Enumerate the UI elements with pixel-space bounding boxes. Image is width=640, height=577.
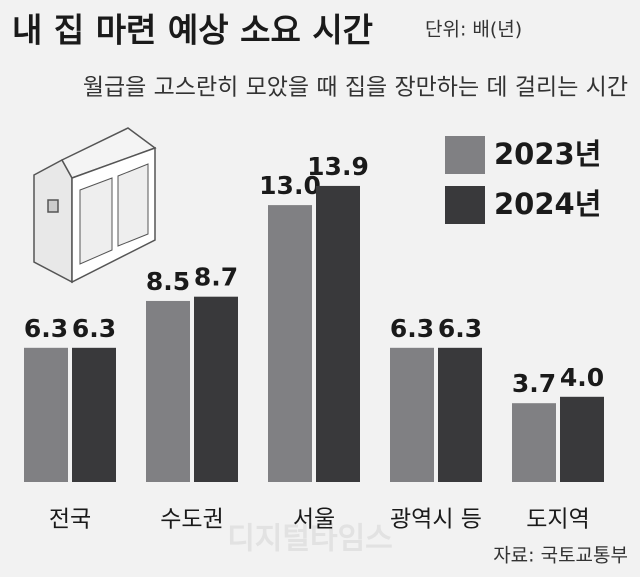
data-label: 3.7: [512, 369, 556, 398]
bar: [560, 396, 604, 482]
subtitle: 월급을 고스란히 모았을 때 집을 장만하는 데 걸리는 시간: [83, 75, 628, 101]
data-label: 4.0: [560, 363, 604, 392]
bar: [268, 205, 312, 482]
legend-swatch: [445, 136, 485, 174]
watermark: 디지털타임스: [227, 522, 393, 557]
data-label: 8.5: [146, 267, 190, 296]
bar: [316, 185, 360, 482]
unit-note: 단위: 배(년): [425, 19, 522, 41]
x-tick-label: 수도권: [160, 507, 223, 533]
data-label: 6.3: [438, 314, 482, 343]
source: 자료: 국토교통부: [493, 545, 628, 567]
data-label: 6.3: [24, 314, 68, 343]
x-tick-label: 광역시 등: [390, 507, 482, 533]
legend-label: 2023년: [494, 137, 601, 171]
bar: [390, 347, 434, 482]
bar: [438, 347, 482, 482]
bar: [146, 300, 190, 482]
bar: [72, 347, 116, 482]
data-label: 13.0: [259, 171, 321, 200]
data-label: 6.3: [390, 314, 434, 343]
legend-label: 2024년: [494, 187, 601, 221]
data-label: 13.9: [307, 152, 369, 181]
bar: [512, 403, 556, 482]
data-label: 6.3: [72, 314, 116, 343]
building-icon: [33, 127, 157, 284]
x-tick-label: 도지역: [526, 507, 589, 533]
bar: [24, 347, 68, 482]
data-label: 8.7: [194, 263, 238, 292]
legend-swatch: [445, 186, 485, 224]
x-tick-label: 서울: [293, 507, 335, 533]
chart-title: 내 집 마련 예상 소요 시간: [12, 11, 373, 50]
x-tick-label: 전국: [49, 507, 91, 533]
bar: [194, 296, 238, 482]
